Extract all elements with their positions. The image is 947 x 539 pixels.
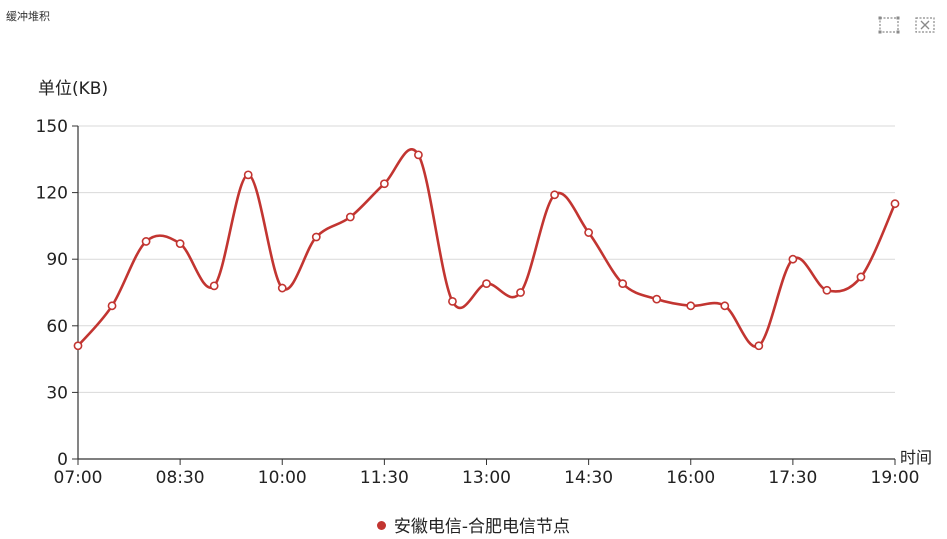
data-point[interactable] (243, 170, 253, 180)
x-tick-label: 08:30 (156, 468, 205, 488)
data-point[interactable] (73, 341, 83, 351)
x-tick-label: 19:00 (871, 468, 920, 488)
data-point[interactable] (584, 228, 594, 237)
legend-label: 安徽电信-合肥电信节点 (393, 517, 571, 537)
y-tick-label: 150 (36, 117, 68, 137)
x-tick-label: 11:30 (360, 468, 409, 488)
y-tick-label: 60 (46, 317, 68, 337)
x-tick-label: 17:30 (768, 468, 817, 488)
data-point[interactable] (516, 288, 525, 297)
y-tick-label: 0 (57, 450, 68, 470)
data-point[interactable] (890, 199, 900, 209)
data-point[interactable] (550, 190, 559, 200)
legend[interactable]: 安徽电信-合肥电信节点 (0, 512, 947, 537)
data-point[interactable] (720, 301, 730, 311)
data-point[interactable] (482, 279, 491, 289)
data-point[interactable] (448, 296, 457, 306)
data-point[interactable] (311, 232, 321, 242)
data-point[interactable] (277, 283, 287, 293)
data-point[interactable] (414, 150, 423, 160)
data-point[interactable] (856, 272, 866, 282)
data-point[interactable] (379, 179, 389, 189)
legend-marker (376, 520, 386, 530)
data-point[interactable] (345, 212, 355, 222)
data-point[interactable] (652, 294, 662, 304)
data-point[interactable] (754, 341, 764, 351)
x-tick-label: 07:00 (54, 468, 103, 488)
y-axis-label: 单位(KB) (38, 79, 108, 99)
series-line (77, 148, 897, 348)
x-tick-label: 14:30 (564, 468, 613, 488)
x-tick-label: 10:00 (258, 468, 307, 488)
data-point[interactable] (822, 285, 832, 295)
restore-icon[interactable] (913, 14, 937, 36)
x-tick-label: 16:00 (666, 468, 715, 488)
data-point[interactable] (141, 237, 151, 246)
data-point[interactable] (107, 301, 117, 311)
zoom-icon[interactable] (877, 14, 901, 36)
chart-toolbar (877, 14, 937, 36)
data-point[interactable] (686, 301, 696, 311)
y-tick-label: 120 (36, 184, 68, 204)
x-tick-label: 13:00 (462, 468, 511, 488)
y-tick-label: 90 (46, 250, 68, 270)
y-tick-label: 30 (46, 383, 68, 403)
x-axis-label: 时间 (900, 448, 932, 467)
data-point[interactable] (618, 279, 628, 289)
chart-title: 缓冲堆积 (6, 10, 50, 23)
data-point[interactable] (788, 254, 798, 264)
data-point[interactable] (209, 281, 219, 291)
data-point[interactable] (175, 239, 185, 249)
